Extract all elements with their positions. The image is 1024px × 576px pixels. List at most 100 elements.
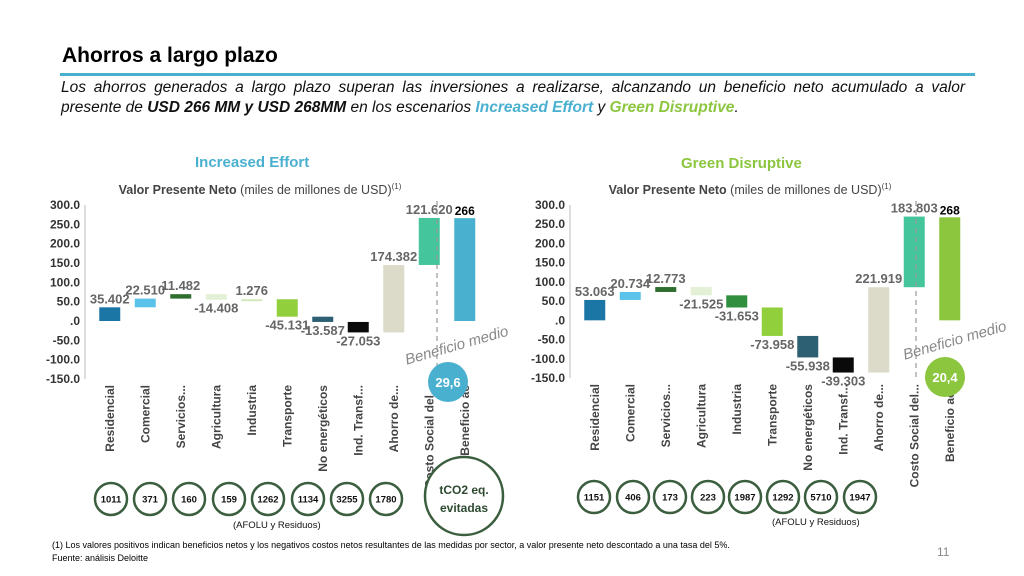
bar-beneficio-ac: [454, 218, 476, 321]
tco2-circle: [842, 479, 878, 515]
chart-title-bold: Valor Presente Neto: [608, 183, 727, 198]
y-tick-label: 150.0: [535, 256, 565, 270]
chart-gd: 300.0 250.0 200.0 150.0 100.0 50.0 .0 -50.0 -100…: [531, 198, 1008, 515]
data-label: 183.803: [891, 201, 938, 216]
y-tick-label: .0: [70, 314, 80, 328]
tco2-value: 223: [700, 493, 716, 504]
category-label: Servicios...: [659, 384, 673, 447]
data-label: -55.938: [786, 358, 830, 373]
bar-costo-social-del-: [418, 217, 440, 265]
tco2-circle: [250, 481, 286, 517]
data-label: 35.402: [90, 291, 130, 306]
tco2-circle: [93, 481, 129, 517]
bar-industria: [726, 295, 748, 308]
bar-comercial: [134, 298, 156, 308]
y-tick-label: 100.0: [535, 275, 565, 289]
category-label: Servicios...: [174, 385, 188, 448]
subtitle-text-1: Los ahorros generados a largo plazo supe…: [61, 79, 965, 116]
bar-residencial: [99, 307, 121, 321]
data-label: -45.131: [265, 318, 309, 333]
chart-title-footnote-ref: (1): [881, 182, 892, 191]
tco2-circle: [652, 479, 688, 515]
chart-title-gd: Valor Presente Neto (miles de millones d…: [600, 179, 900, 198]
average-badge: [925, 357, 965, 397]
y-tick-label: -50.0: [538, 333, 566, 347]
subtitle-text-3: y: [593, 99, 610, 116]
tco2-value: 1011: [101, 495, 122, 506]
tco2-circle: [290, 481, 326, 517]
bar-no-energ-ticos: [312, 316, 334, 322]
category-label: Comercial: [138, 385, 152, 443]
page-title: Ahorros a largo plazo: [62, 44, 278, 67]
bar-industria: [241, 299, 263, 302]
tco2-circle: [727, 479, 763, 515]
y-tick-label: 150.0: [50, 256, 80, 270]
bar-servicios-: [655, 287, 677, 292]
tco2-legend-line-1: tCO2 eq.: [439, 483, 488, 497]
tco2-legend-circle: [423, 455, 505, 537]
tco2-value: 1780: [375, 495, 396, 506]
category-label: Ind. Transf...: [351, 385, 365, 456]
average-badge-value: 20,4: [932, 370, 958, 385]
tco2-value: 1987: [734, 493, 755, 504]
tco2-value: 173: [662, 493, 678, 504]
tco2-circle: [329, 481, 365, 517]
y-tick-label: 50.0: [542, 294, 566, 308]
category-label: Costo Social del...: [907, 384, 921, 487]
tco2-value: 406: [625, 493, 641, 504]
bar-residencial: [584, 299, 606, 321]
category-label: Ind. Transf...: [836, 384, 850, 455]
category-label: No energéticos: [801, 384, 815, 471]
subtitle-text-4: .: [734, 99, 739, 116]
category-label: Ahorro de...: [387, 385, 401, 452]
category-label: No energéticos: [316, 385, 330, 472]
footnote: (1) Los valores positivos indican benefi…: [52, 539, 730, 565]
category-label: Residencial: [103, 385, 117, 452]
data-label: 20.734: [610, 276, 651, 291]
data-label: -27.053: [336, 333, 380, 348]
data-label: -73.958: [750, 337, 794, 352]
data-label: 268: [940, 203, 960, 217]
title-rule: [60, 73, 975, 76]
bar-agricultura: [690, 287, 712, 296]
data-label: -39.303: [821, 374, 865, 389]
data-label: 11.482: [161, 278, 200, 293]
data-label: 12.773: [646, 271, 686, 286]
tco2-value: 1134: [298, 495, 319, 506]
scenario-title-ie: Increased Effort: [195, 154, 310, 171]
chart-title-footnote-ref: (1): [391, 182, 402, 191]
bar-ahorro-de-: [868, 287, 890, 373]
afolu-note-ie: (AFOLU y Residuos): [233, 520, 321, 531]
bar-ind-transf-: [347, 321, 369, 333]
y-tick-label: 200.0: [535, 236, 565, 250]
category-label: Transporte: [765, 384, 779, 446]
data-label: -13.587: [301, 323, 345, 338]
tco2-value: 1292: [772, 493, 793, 504]
tco2-value: 160: [181, 495, 197, 506]
y-tick-label: 250.0: [535, 217, 565, 231]
bar-beneficio-acu: [939, 217, 961, 321]
bar-transporte: [761, 307, 783, 336]
bar-transporte: [276, 299, 298, 317]
scenario-title-gd: Green Disruptive: [681, 155, 802, 172]
y-tick-label: -100.0: [531, 352, 565, 366]
category-label: Comercial: [623, 384, 637, 442]
tco2-value: 159: [221, 495, 237, 506]
data-label: 121.620: [406, 202, 453, 217]
y-tick-label: -50.0: [53, 333, 81, 347]
tco2-legend: tCO2 eq. evitadas: [423, 455, 505, 537]
subtitle-scenario-ie: Increased Effort: [475, 99, 594, 116]
data-label: 53.063: [575, 284, 615, 299]
bar-ind-transf-: [832, 357, 854, 373]
bar-costo-social-del-: [903, 216, 925, 288]
chart-title-bold: Valor Presente Neto: [118, 183, 237, 198]
bar-ahorro-de-: [383, 264, 405, 333]
tco2-value: 1262: [257, 495, 278, 506]
tco2-value: 1947: [849, 493, 870, 504]
category-label: Ahorro de...: [872, 384, 886, 451]
subtitle-amounts: USD 266 MM y USD 268MM: [147, 99, 347, 116]
y-tick-label: 100.0: [50, 275, 80, 289]
chart-title-rest: (miles de millones de USD): [236, 183, 392, 198]
tco2-circle: [132, 481, 168, 517]
